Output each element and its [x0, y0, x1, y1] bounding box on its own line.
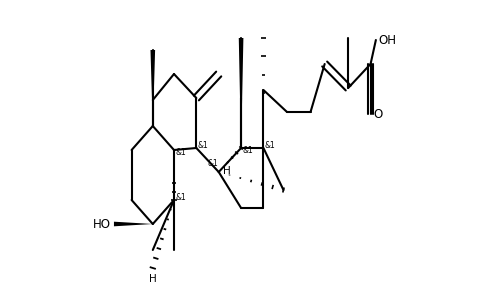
- Text: OH: OH: [379, 34, 397, 47]
- Text: H: H: [223, 166, 231, 175]
- Polygon shape: [150, 50, 155, 126]
- Polygon shape: [239, 38, 244, 148]
- Text: &1: &1: [243, 147, 253, 155]
- Text: &1: &1: [265, 141, 275, 150]
- Text: &1: &1: [175, 148, 186, 158]
- Text: &1: &1: [175, 192, 186, 202]
- Polygon shape: [114, 222, 153, 226]
- Text: &1: &1: [207, 159, 218, 168]
- Text: H: H: [149, 274, 157, 284]
- Text: &1: &1: [198, 141, 209, 150]
- Text: HO: HO: [93, 218, 111, 231]
- Text: O: O: [374, 108, 382, 121]
